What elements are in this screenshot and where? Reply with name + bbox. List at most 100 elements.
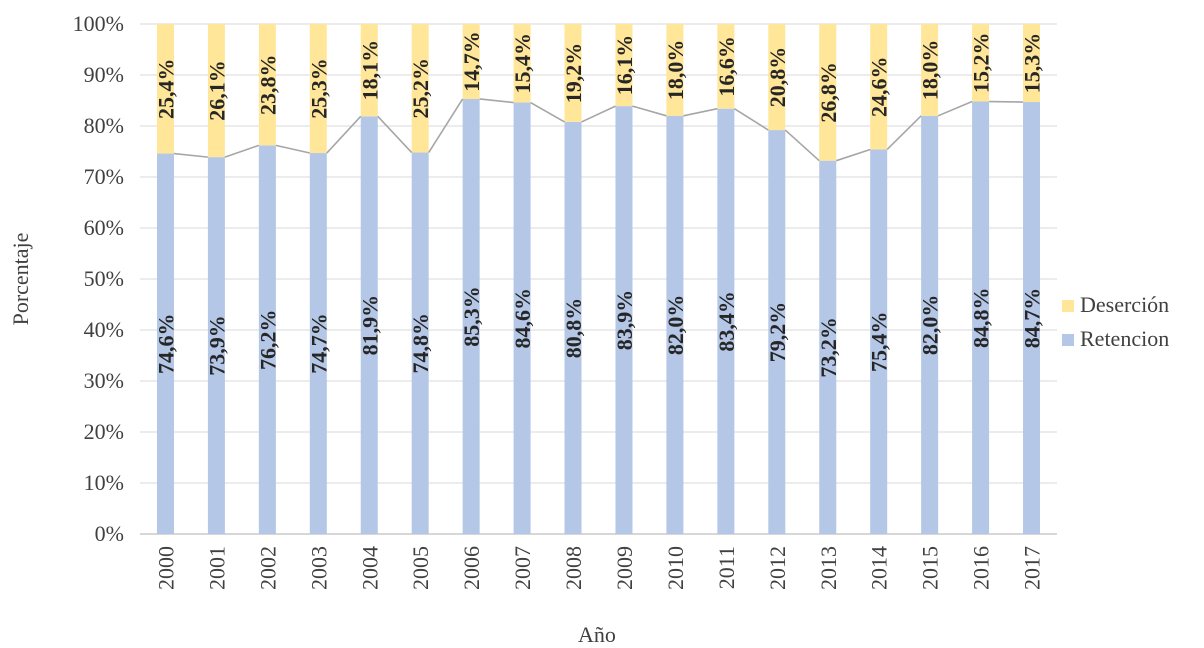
bar-retencion-2016	[972, 101, 990, 535]
bar-retencion-2005	[411, 152, 429, 534]
data-label: 24,6%	[867, 56, 892, 117]
legend: Deserción Retencion	[1062, 292, 1169, 351]
data-label: 23,8%	[255, 54, 280, 115]
data-label: 84,8%	[969, 288, 994, 349]
bar-retencion-2003	[309, 153, 327, 534]
series-connector-line	[581, 105, 616, 123]
x-tick-label: 2017	[1020, 546, 1045, 590]
data-label: 84,6%	[510, 288, 535, 349]
y-tick-label: 80%	[84, 113, 124, 138]
x-tick-label: 2004	[357, 546, 382, 590]
series-connector-line	[275, 144, 310, 154]
data-label: 83,9%	[612, 290, 637, 351]
data-label: 15,4%	[510, 33, 535, 94]
x-tick-label: 2002	[255, 546, 280, 590]
bar-retencion-2006	[462, 98, 480, 534]
bar-deserci-n-2008	[564, 24, 582, 122]
bar-deserci-n-2005	[411, 24, 429, 153]
y-tick-label: 60%	[84, 215, 124, 240]
y-tick-label: 0%	[95, 521, 124, 546]
data-label: 18,0%	[663, 40, 688, 101]
bar-deserci-n-2000	[156, 24, 174, 154]
y-tick-label: 10%	[84, 470, 124, 495]
data-label: 74,8%	[408, 313, 433, 374]
data-label: 25,2%	[408, 58, 433, 119]
bar-deserci-n-2015	[921, 24, 939, 116]
bar-deserci-n-2003	[309, 24, 327, 154]
data-label: 85,3%	[459, 286, 484, 347]
legend-swatch	[1062, 300, 1074, 312]
bar-deserci-n-2002	[258, 24, 276, 146]
bar-deserci-n-2007	[513, 24, 531, 103]
bar-deserci-n-2011	[717, 24, 735, 109]
data-label: 15,2%	[969, 33, 994, 93]
data-label: 20,8%	[765, 47, 790, 108]
series-connector-line	[835, 148, 871, 162]
x-tick-label: 2009	[612, 546, 637, 590]
bar-retencion-2007	[513, 102, 531, 534]
data-label: 15,3%	[1020, 33, 1045, 94]
bar-retencion-2002	[258, 145, 276, 534]
bar-deserci-n-2014	[870, 24, 888, 150]
data-label: 74,7%	[306, 313, 331, 374]
data-label: 14,7%	[459, 31, 484, 92]
bar-deserci-n-2016	[972, 24, 990, 102]
x-tick-label: 2011	[714, 546, 739, 589]
bar-retencion-2011	[717, 108, 735, 534]
data-label: 80,8%	[561, 298, 586, 359]
bar-deserci-n-2004	[360, 24, 378, 117]
data-labels: 74,6% 73,9% 76,2% 74,7% 81,9% 74,8% 85,3% 84,6%…	[153, 31, 1044, 377]
x-tick-label: 2008	[561, 546, 586, 590]
data-label: 25,4%	[153, 59, 178, 120]
x-tick-label: 2014	[867, 546, 892, 590]
data-label: 84,7%	[1020, 288, 1045, 349]
y-axis-title: Porcentaje	[8, 233, 33, 326]
data-label: 18,0%	[918, 40, 943, 101]
data-label: 19,2%	[561, 43, 586, 104]
bar-retencion-2004	[360, 116, 378, 534]
x-tick-label: 2001	[204, 546, 229, 590]
data-label: 81,9%	[357, 295, 382, 356]
legend-label: Deserción	[1080, 292, 1169, 317]
bar-retencion-2012	[768, 130, 786, 534]
x-axis-title: Año	[578, 622, 616, 647]
bar-retencion-2017	[1023, 102, 1041, 534]
y-tick-label: 30%	[84, 368, 124, 393]
data-label: 26,1%	[204, 60, 229, 121]
x-tick-label: 2007	[510, 546, 535, 590]
bar-deserci-n-2001	[207, 24, 225, 158]
x-tick-label: 2000	[153, 546, 178, 590]
x-axis-ticks: 2000 2001 2002 2003 2004 2005 2006 2007 2008 2009…	[153, 546, 1044, 590]
bar-retencion-2013	[819, 160, 837, 534]
series-lines	[173, 98, 1024, 162]
legend-label: Retencion	[1080, 326, 1169, 351]
series-connector-line	[479, 98, 514, 104]
data-label: 75,4%	[867, 311, 892, 372]
data-label: 73,9%	[204, 315, 229, 376]
bar-retencion-2009	[615, 106, 633, 535]
y-tick-label: 100%	[73, 11, 124, 36]
data-label: 16,1%	[612, 35, 637, 96]
bar-deserci-n-2012	[768, 24, 786, 131]
gridlines	[140, 23, 1057, 535]
bar-deserci-n-2010	[666, 24, 684, 116]
data-label: 26,8%	[816, 62, 841, 123]
data-label: 73,2%	[816, 317, 841, 378]
series-connector-line	[632, 105, 667, 117]
y-tick-label: 70%	[84, 164, 124, 189]
x-tick-label: 2005	[408, 546, 433, 590]
data-label: 82,0%	[663, 295, 688, 356]
x-tick-label: 2010	[663, 546, 688, 590]
series-connector-line	[886, 115, 922, 151]
y-tick-label: 50%	[84, 266, 124, 291]
x-tick-label: 2012	[765, 546, 790, 590]
bar-retencion-2001	[207, 157, 225, 535]
data-label: 25,3%	[306, 58, 331, 119]
x-tick-label: 2013	[816, 546, 841, 590]
data-label: 76,2%	[255, 309, 280, 370]
series-connector-line	[173, 152, 209, 158]
bar-retencion-2008	[564, 121, 582, 535]
series-connector-line	[784, 129, 820, 162]
series-connector-line	[530, 101, 565, 123]
